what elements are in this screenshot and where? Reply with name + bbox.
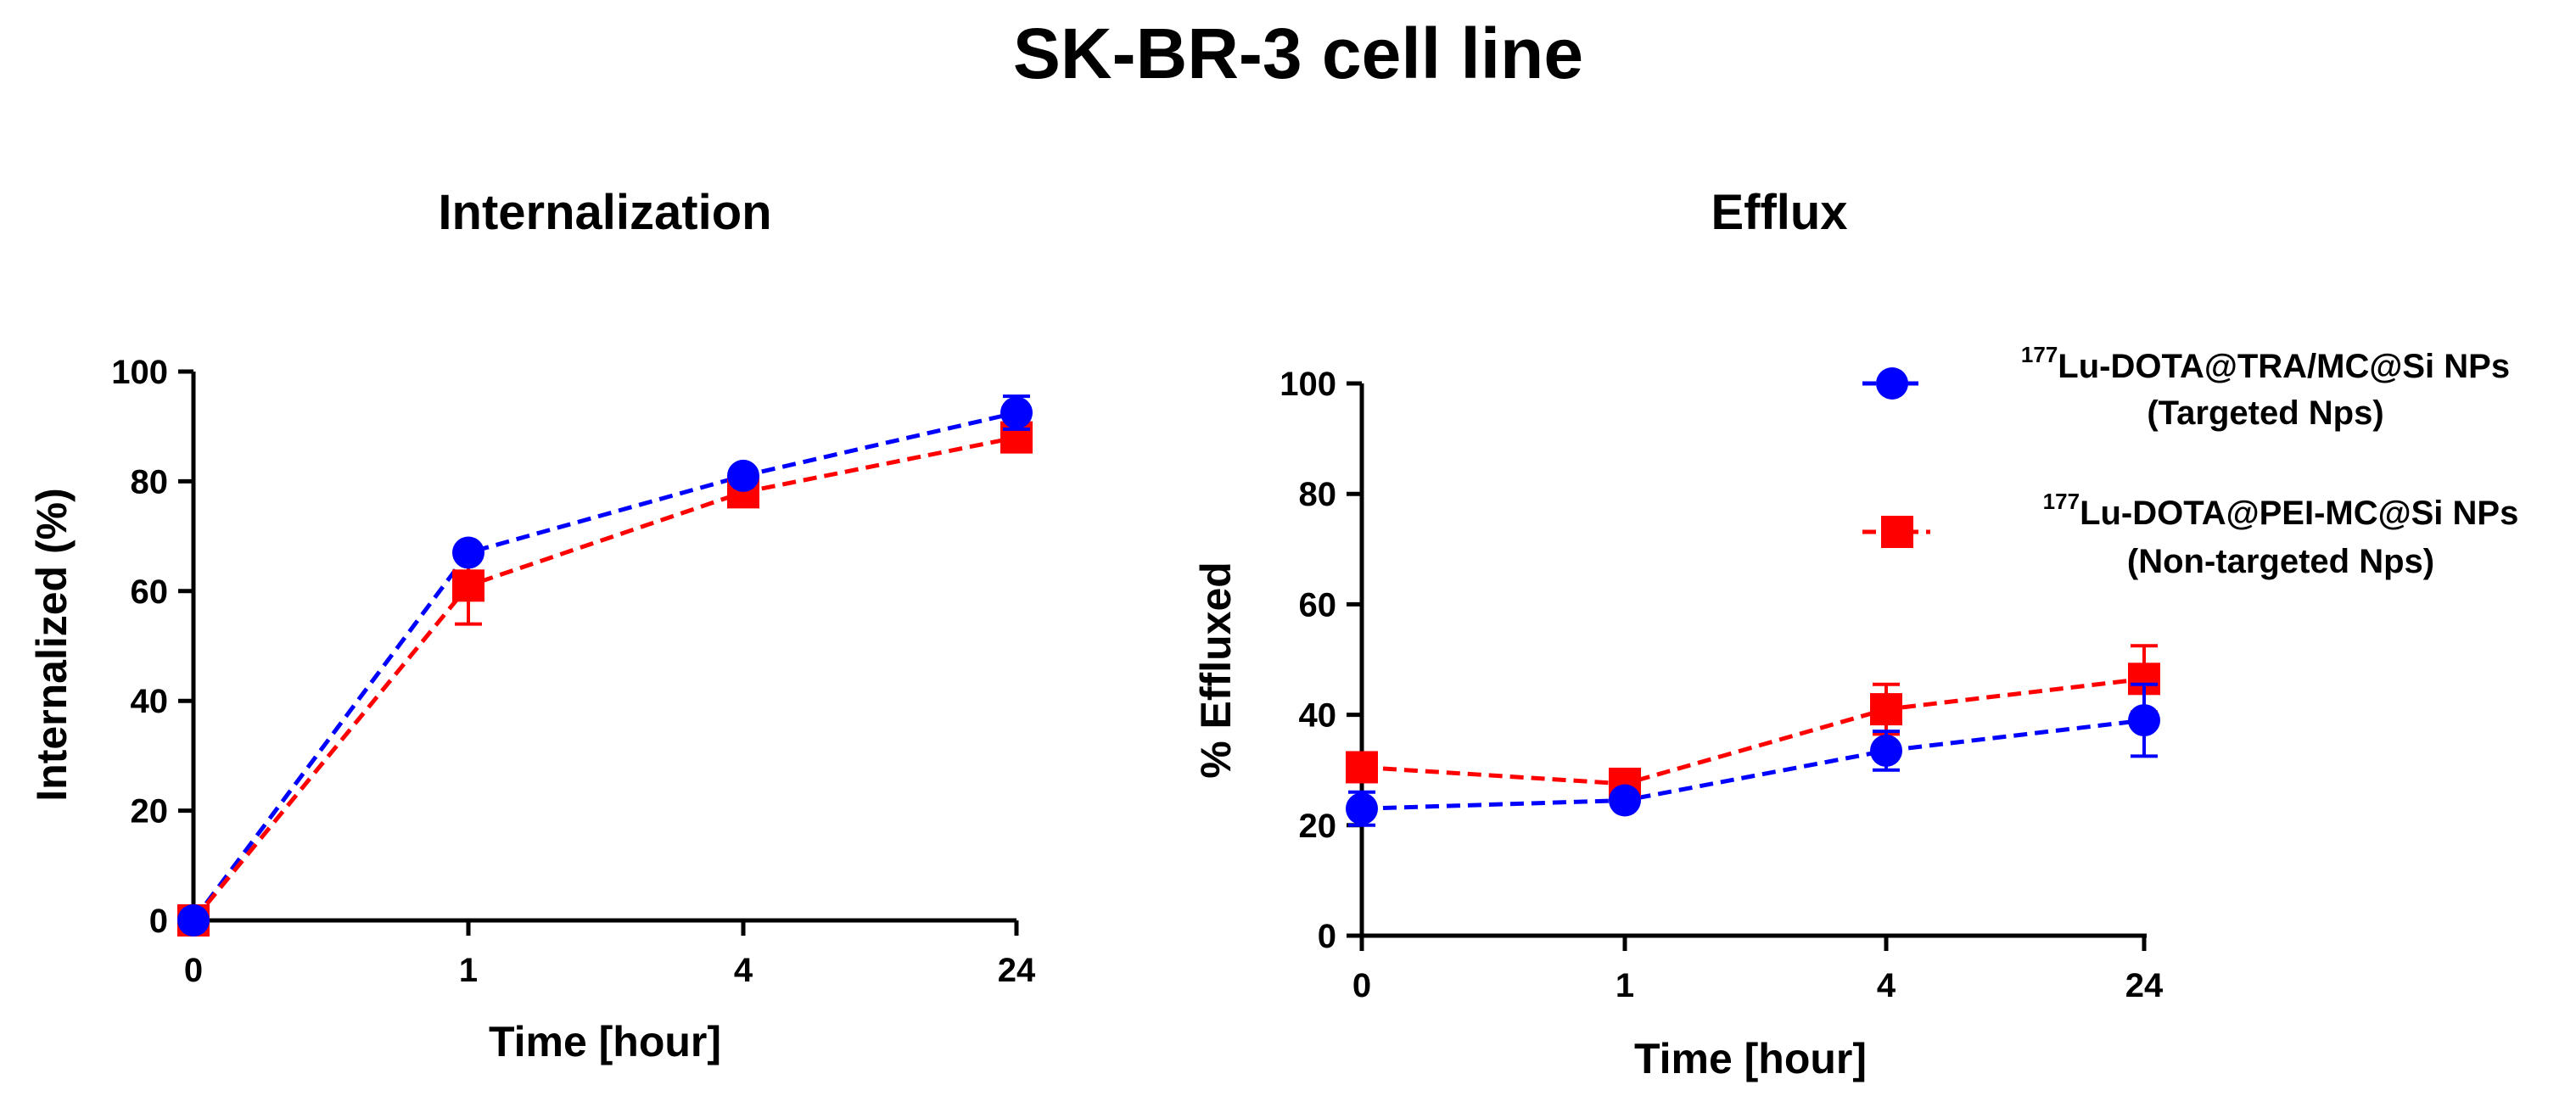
legend-sub-nontargeted: (Non-targeted Nps) — [2127, 543, 2434, 580]
internalization-title: Internalization — [438, 185, 771, 240]
y-tick-label: 80 — [131, 463, 169, 500]
x-tick-label: 1 — [1616, 967, 1634, 1004]
data-point-targeted — [1346, 792, 1378, 825]
x-tick-label: 0 — [184, 952, 203, 989]
efflux-axes: 0 20 40 60 80 100 0 1 4 24 — [1280, 366, 2164, 1004]
data-point-targeted — [1000, 396, 1033, 429]
x-tick-label: 4 — [1877, 967, 1896, 1004]
internalization-ylabel: Internalized (%) — [28, 488, 76, 801]
data-point-nontargeted — [1346, 751, 1378, 784]
legend: 177Lu-DOTA@TRA/MC@Si NPs (Targeted Nps) … — [1862, 342, 2518, 580]
y-tick-label: 60 — [131, 573, 169, 611]
x-tick-label: 1 — [459, 952, 478, 989]
x-tick-label: 0 — [1352, 967, 1371, 1004]
legend-marker-nontargeted — [1881, 516, 1913, 548]
internalization-axes: 0 20 40 60 80 100 0 1 4 24 — [111, 354, 1036, 989]
internalization-xlabel: Time [hour] — [489, 1018, 721, 1065]
legend-iso-nontargeted: 177 — [2043, 489, 2080, 514]
efflux-marks — [1346, 644, 2160, 827]
legend-label-targeted: 177Lu-DOTA@TRA/MC@Si NPs — [2021, 342, 2510, 385]
legend-label-nontargeted: 177Lu-DOTA@PEI-MC@Si NPs — [2043, 489, 2519, 532]
x-tick-label: 4 — [734, 952, 753, 989]
x-tick-label: 24 — [2125, 967, 2164, 1004]
data-point-targeted — [1870, 734, 1902, 767]
legend-entry-nontargeted: 177Lu-DOTA@PEI-MC@Si NPs (Non-targeted N… — [1862, 489, 2518, 580]
y-tick-label: 0 — [149, 903, 168, 940]
y-tick-label: 100 — [1280, 366, 1336, 403]
efflux-ylabel: % Effluxed — [1192, 562, 1240, 779]
y-tick-label: 40 — [131, 683, 169, 720]
legend-line1-nontargeted: Lu-DOTA@PEI-MC@Si NPs — [2080, 495, 2518, 532]
figure-title: SK-BR-3 cell line — [1013, 14, 1583, 93]
legend-marker-targeted — [1876, 367, 1908, 400]
series-line-nontargeted — [1361, 676, 2145, 786]
series-line-targeted — [191, 411, 1017, 922]
internalization-marks — [177, 394, 1033, 937]
y-tick-label: 0 — [1318, 918, 1336, 955]
legend-entry-targeted: 177Lu-DOTA@TRA/MC@Si NPs (Targeted Nps) — [1862, 342, 2510, 432]
internalization-chart: Internalization Internalized (%) Time [h… — [28, 185, 1036, 1065]
efflux-chart: Efflux % Effluxed Time [hour] 0204060801… — [1192, 185, 2164, 1082]
y-tick-label: 40 — [1299, 697, 1337, 735]
efflux-title: Efflux — [1711, 185, 1847, 240]
data-point-nontargeted — [1870, 693, 1902, 726]
y-tick-label: 60 — [1299, 586, 1337, 623]
legend-iso-targeted: 177 — [2021, 342, 2058, 367]
series-line-targeted — [1361, 718, 2145, 811]
x-tick-label: 24 — [998, 952, 1036, 989]
y-tick-label: 20 — [131, 793, 169, 830]
data-point-targeted — [727, 459, 759, 492]
data-point-targeted — [2128, 704, 2160, 737]
y-tick-label: 80 — [1299, 476, 1337, 513]
y-tick-label: 20 — [1299, 808, 1337, 845]
y-tick-label: 100 — [111, 354, 168, 391]
legend-sub-targeted: (Targeted Nps) — [2147, 394, 2383, 432]
data-point-targeted — [177, 904, 210, 937]
data-point-nontargeted — [452, 569, 484, 602]
series-line-nontargeted — [192, 435, 1017, 922]
data-point-targeted — [452, 536, 484, 569]
data-point-targeted — [1609, 784, 1641, 817]
efflux-xlabel: Time [hour] — [1634, 1035, 1867, 1082]
legend-line1-targeted: Lu-DOTA@TRA/MC@Si NPs — [2058, 348, 2510, 385]
